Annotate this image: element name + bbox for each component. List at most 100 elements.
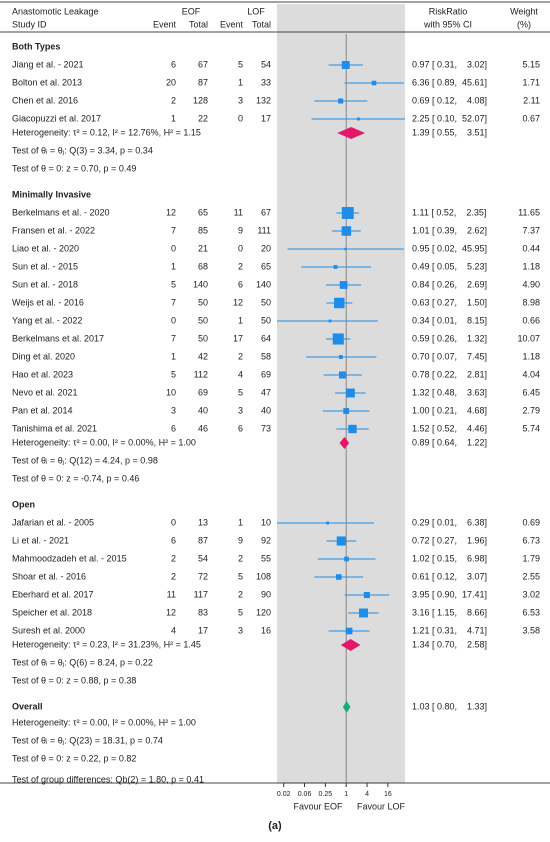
- heterogeneity: Heterogeneity: τ² = 0.23, I² = 31.23%, H…: [12, 639, 201, 649]
- count: 50: [261, 315, 271, 325]
- weight-label: 2.79: [522, 405, 540, 415]
- count: 5: [171, 279, 176, 289]
- weight-label: 6.45: [522, 387, 540, 397]
- pooled-diamond: [342, 701, 351, 713]
- test-effect: Test of θ = 0: z = -0.74, p = 0.46: [12, 473, 139, 483]
- count: 68: [198, 261, 208, 271]
- count: 2: [238, 553, 243, 563]
- weight-label: 0.67: [522, 113, 540, 123]
- count: 50: [198, 315, 208, 325]
- count: 12: [233, 297, 243, 307]
- count: 111: [257, 225, 271, 235]
- study-square: [341, 207, 354, 219]
- study-name: Jafarian et al. - 2005: [12, 517, 94, 527]
- count: 54: [261, 59, 271, 69]
- count: 42: [198, 351, 208, 361]
- count: 12: [166, 207, 176, 217]
- ci-label: 0.34 [ 0.01, 8.15]: [412, 315, 487, 325]
- ci-label: 6.36 [ 0.89, 45.61]: [412, 77, 487, 87]
- weight-label: 0.69: [522, 517, 540, 527]
- pooled-diamond: [337, 127, 366, 139]
- group-heading: Minimally Invasive: [12, 189, 91, 199]
- study-square: [343, 408, 350, 414]
- ci-label: 1.21 [ 0.31, 4.71]: [412, 625, 487, 635]
- header: Total: [189, 19, 208, 29]
- study-name: Yang et al. - 2022: [12, 315, 82, 325]
- study-name: Mahmoodzadeh et al. - 2015: [12, 553, 127, 563]
- weight-label: 10.07: [517, 333, 540, 343]
- study-square: [345, 627, 353, 635]
- count: 1: [171, 261, 176, 271]
- ci-label: 1.32 [ 0.48, 3.63]: [412, 387, 487, 397]
- pooled-diamond: [339, 437, 350, 449]
- count: 6: [171, 423, 176, 433]
- study-square: [371, 80, 377, 86]
- study-square: [333, 265, 338, 269]
- count: 2: [171, 95, 176, 105]
- weight-label: 4.04: [522, 369, 540, 379]
- heterogeneity: Heterogeneity: τ² = 0.00, I² = 0.00%, H²…: [12, 717, 196, 727]
- count: 1: [238, 517, 243, 527]
- study-name: Sun et al. - 2018: [12, 279, 78, 289]
- count: 50: [198, 333, 208, 343]
- count: 12: [166, 607, 176, 617]
- study-name: Chen et al. 2016: [12, 95, 78, 105]
- count: 7: [171, 225, 176, 235]
- count: 67: [261, 207, 271, 217]
- count: 20: [166, 77, 176, 87]
- count: 128: [193, 95, 208, 105]
- ci-label: 3.16 [ 1.15, 8.66]: [412, 607, 487, 617]
- count: 87: [198, 77, 208, 87]
- count: 5: [238, 387, 243, 397]
- weight-label: 1.18: [522, 351, 540, 361]
- count: 140: [193, 279, 208, 289]
- ci-label: 0.70 [ 0.07, 7.45]: [412, 351, 487, 361]
- count: 0: [238, 113, 243, 123]
- study-name: Pan et al. 2014: [12, 405, 73, 415]
- weight-label: 1.71: [522, 77, 540, 87]
- count: 85: [198, 225, 208, 235]
- x-tick-label: 0.25: [319, 791, 333, 798]
- count: 90: [261, 589, 271, 599]
- ci-label: 0.69 [ 0.12, 4.08]: [412, 95, 487, 105]
- pooled-ci: 0.89 [ 0.64, 1.22]: [412, 437, 487, 447]
- count: 55: [261, 553, 271, 563]
- weight-label: 1.79: [522, 553, 540, 563]
- group-test: Test of group differences: Qb(2) = 1.80,…: [12, 774, 204, 784]
- weight-label: 0.44: [522, 243, 540, 253]
- count: 2: [238, 261, 243, 271]
- test-effect: Test of θ = 0: z = 0.70, p = 0.49: [12, 163, 136, 173]
- study-square: [338, 98, 344, 104]
- study-square: [336, 536, 346, 546]
- study-square: [341, 226, 352, 236]
- count: 1: [238, 77, 243, 87]
- weight-label: 4.90: [522, 279, 540, 289]
- header: Study ID: [12, 19, 47, 29]
- study-square: [334, 297, 345, 309]
- study-name: Eberhard et al. 2017: [12, 589, 94, 599]
- count: 40: [261, 405, 271, 415]
- weight-label: 7.37: [522, 225, 540, 235]
- count: 2: [238, 351, 243, 361]
- study-square: [344, 247, 347, 251]
- study-square: [338, 371, 346, 379]
- test-homogeneity: Test of θᵢ = θⱼ: Q(6) = 8.24, p = 0.22: [12, 657, 153, 667]
- study-name: Speicher et al. 2018: [12, 607, 92, 617]
- weight-label: 3.58: [522, 625, 540, 635]
- count: 9: [238, 225, 243, 235]
- count: 21: [198, 243, 208, 253]
- count: 10: [261, 517, 271, 527]
- count: 108: [256, 571, 271, 581]
- heterogeneity: Heterogeneity: τ² = 0.12, I² = 12.76%, H…: [12, 127, 201, 137]
- ci-label: 0.59 [ 0.26, 1.32]: [412, 333, 487, 343]
- overall-heading: Overall: [12, 701, 43, 711]
- count: 72: [198, 571, 208, 581]
- study-square: [335, 574, 342, 580]
- group-heading: Open: [12, 499, 35, 509]
- ci-label: 2.25 [ 0.10, 52.07]: [412, 113, 487, 123]
- header: Event: [153, 19, 177, 29]
- ci-label: 0.61 [ 0.12, 3.07]: [412, 571, 487, 581]
- test-effect: Test of θ = 0: z = 0.88, p = 0.38: [12, 675, 136, 685]
- count: 3: [171, 405, 176, 415]
- count: 120: [256, 607, 271, 617]
